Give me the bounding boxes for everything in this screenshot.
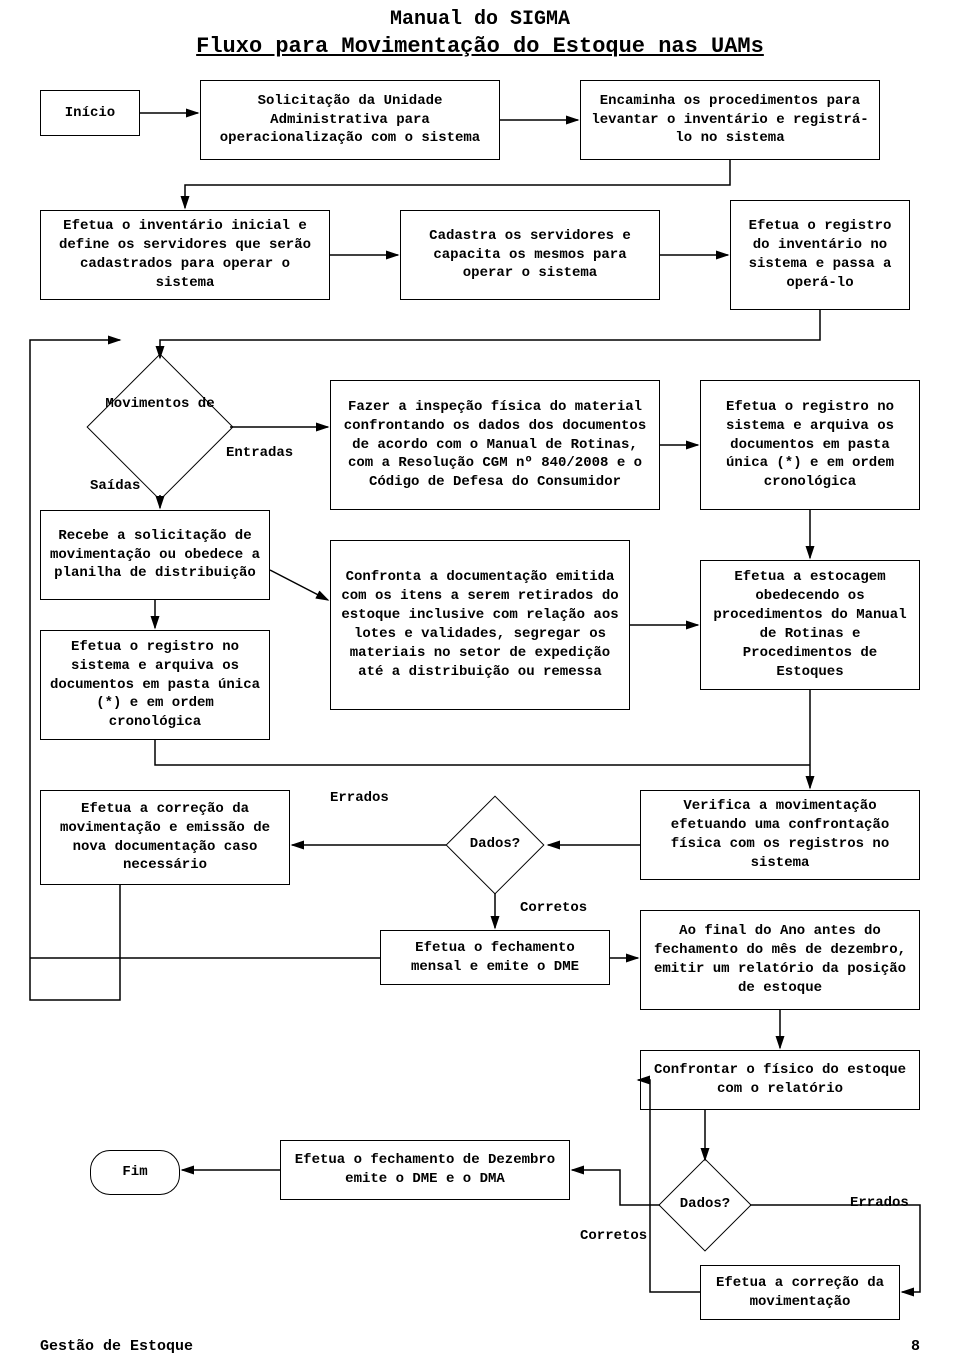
node-inspecao: Fazer a inspeção física do material conf…: [330, 380, 660, 510]
decision-dados2: [658, 1158, 751, 1251]
label-corretos1: Corretos: [520, 900, 587, 916]
label: Confronta a documentação emitida com os …: [339, 568, 621, 681]
node-registro-saida: Efetua o registro no sistema e arquiva o…: [40, 630, 270, 740]
node-ao-final: Ao final do Ano antes do fechamento do m…: [640, 910, 920, 1010]
label: Verifica a movimentação efetuando uma co…: [649, 797, 911, 873]
node-fechamento-dez: Efetua o fechamento de Dezembro emite o …: [280, 1140, 570, 1200]
doc-subtitle: Fluxo para Movimentação do Estoque nas U…: [0, 34, 960, 59]
label: Efetua o fechamento de Dezembro emite o …: [289, 1151, 561, 1189]
node-confrontar-fisico: Confrontar o físico do estoque com o rel…: [640, 1050, 920, 1110]
label: Efetua o registro no sistema e arquiva o…: [709, 398, 911, 492]
node-recebe: Recebe a solicitação de movimentação ou …: [40, 510, 270, 600]
label: Fazer a inspeção física do material conf…: [339, 398, 651, 492]
label: Encaminha os procedimentos para levantar…: [589, 92, 871, 149]
node-correcao-mov: Efetua a correção da movimentação e emis…: [40, 790, 290, 885]
label: Efetua o inventário inicial e define os …: [49, 217, 321, 293]
label: Efetua o registro do inventário no siste…: [739, 217, 901, 293]
flowchart-page: Manual do SIGMA Fluxo para Movimentação …: [0, 0, 960, 1369]
label-errados1: Errados: [330, 790, 389, 806]
label-saidas: Saídas: [90, 478, 140, 494]
label-entradas: Entradas: [226, 445, 293, 461]
footer-right: 8: [911, 1338, 920, 1355]
node-registro-entrada: Efetua o registro no sistema e arquiva o…: [700, 380, 920, 510]
footer-left: Gestão de Estoque: [40, 1338, 193, 1355]
node-correcao2: Efetua a correção da movimentação: [700, 1265, 900, 1320]
doc-title: Manual do SIGMA: [0, 8, 960, 31]
label: Ao final do Ano antes do fechamento do m…: [649, 922, 911, 998]
label: Efetua o fechamento mensal e emite o DME: [389, 939, 601, 977]
node-encaminha: Encaminha os procedimentos para levantar…: [580, 80, 880, 160]
label: Efetua a correção da movimentação: [709, 1274, 891, 1312]
node-inventario-inicial: Efetua o inventário inicial e define os …: [40, 210, 330, 300]
label: Solicitação da Unidade Administrativa pa…: [209, 92, 491, 149]
node-inicio: Início: [40, 90, 140, 136]
label: Confrontar o físico do estoque com o rel…: [649, 1061, 911, 1099]
label-errados2: Errados: [850, 1195, 909, 1211]
node-estocagem: Efetua a estocagem obedecendo os procedi…: [700, 560, 920, 690]
node-solicitacao: Solicitação da Unidade Administrativa pa…: [200, 80, 500, 160]
label-corretos2: Corretos: [580, 1228, 647, 1244]
label: Cadastra os servidores e capacita os mes…: [409, 227, 651, 284]
node-fechamento-mensal: Efetua o fechamento mensal e emite o DME: [380, 930, 610, 985]
node-cadastra: Cadastra os servidores e capacita os mes…: [400, 210, 660, 300]
label: Recebe a solicitação de movimentação ou …: [49, 527, 261, 584]
node-registro-inventario: Efetua o registro do inventário no siste…: [730, 200, 910, 310]
label: Fim: [122, 1163, 147, 1182]
label: Início: [65, 104, 115, 123]
label: Efetua a estocagem obedecendo os procedi…: [709, 568, 911, 681]
node-confronta: Confronta a documentação emitida com os …: [330, 540, 630, 710]
label: Efetua o registro no sistema e arquiva o…: [49, 638, 261, 732]
decision-dados1: [446, 796, 545, 895]
label: Efetua a correção da movimentação e emis…: [49, 800, 281, 876]
node-fim: Fim: [90, 1150, 180, 1195]
node-verifica: Verifica a movimentação efetuando uma co…: [640, 790, 920, 880]
